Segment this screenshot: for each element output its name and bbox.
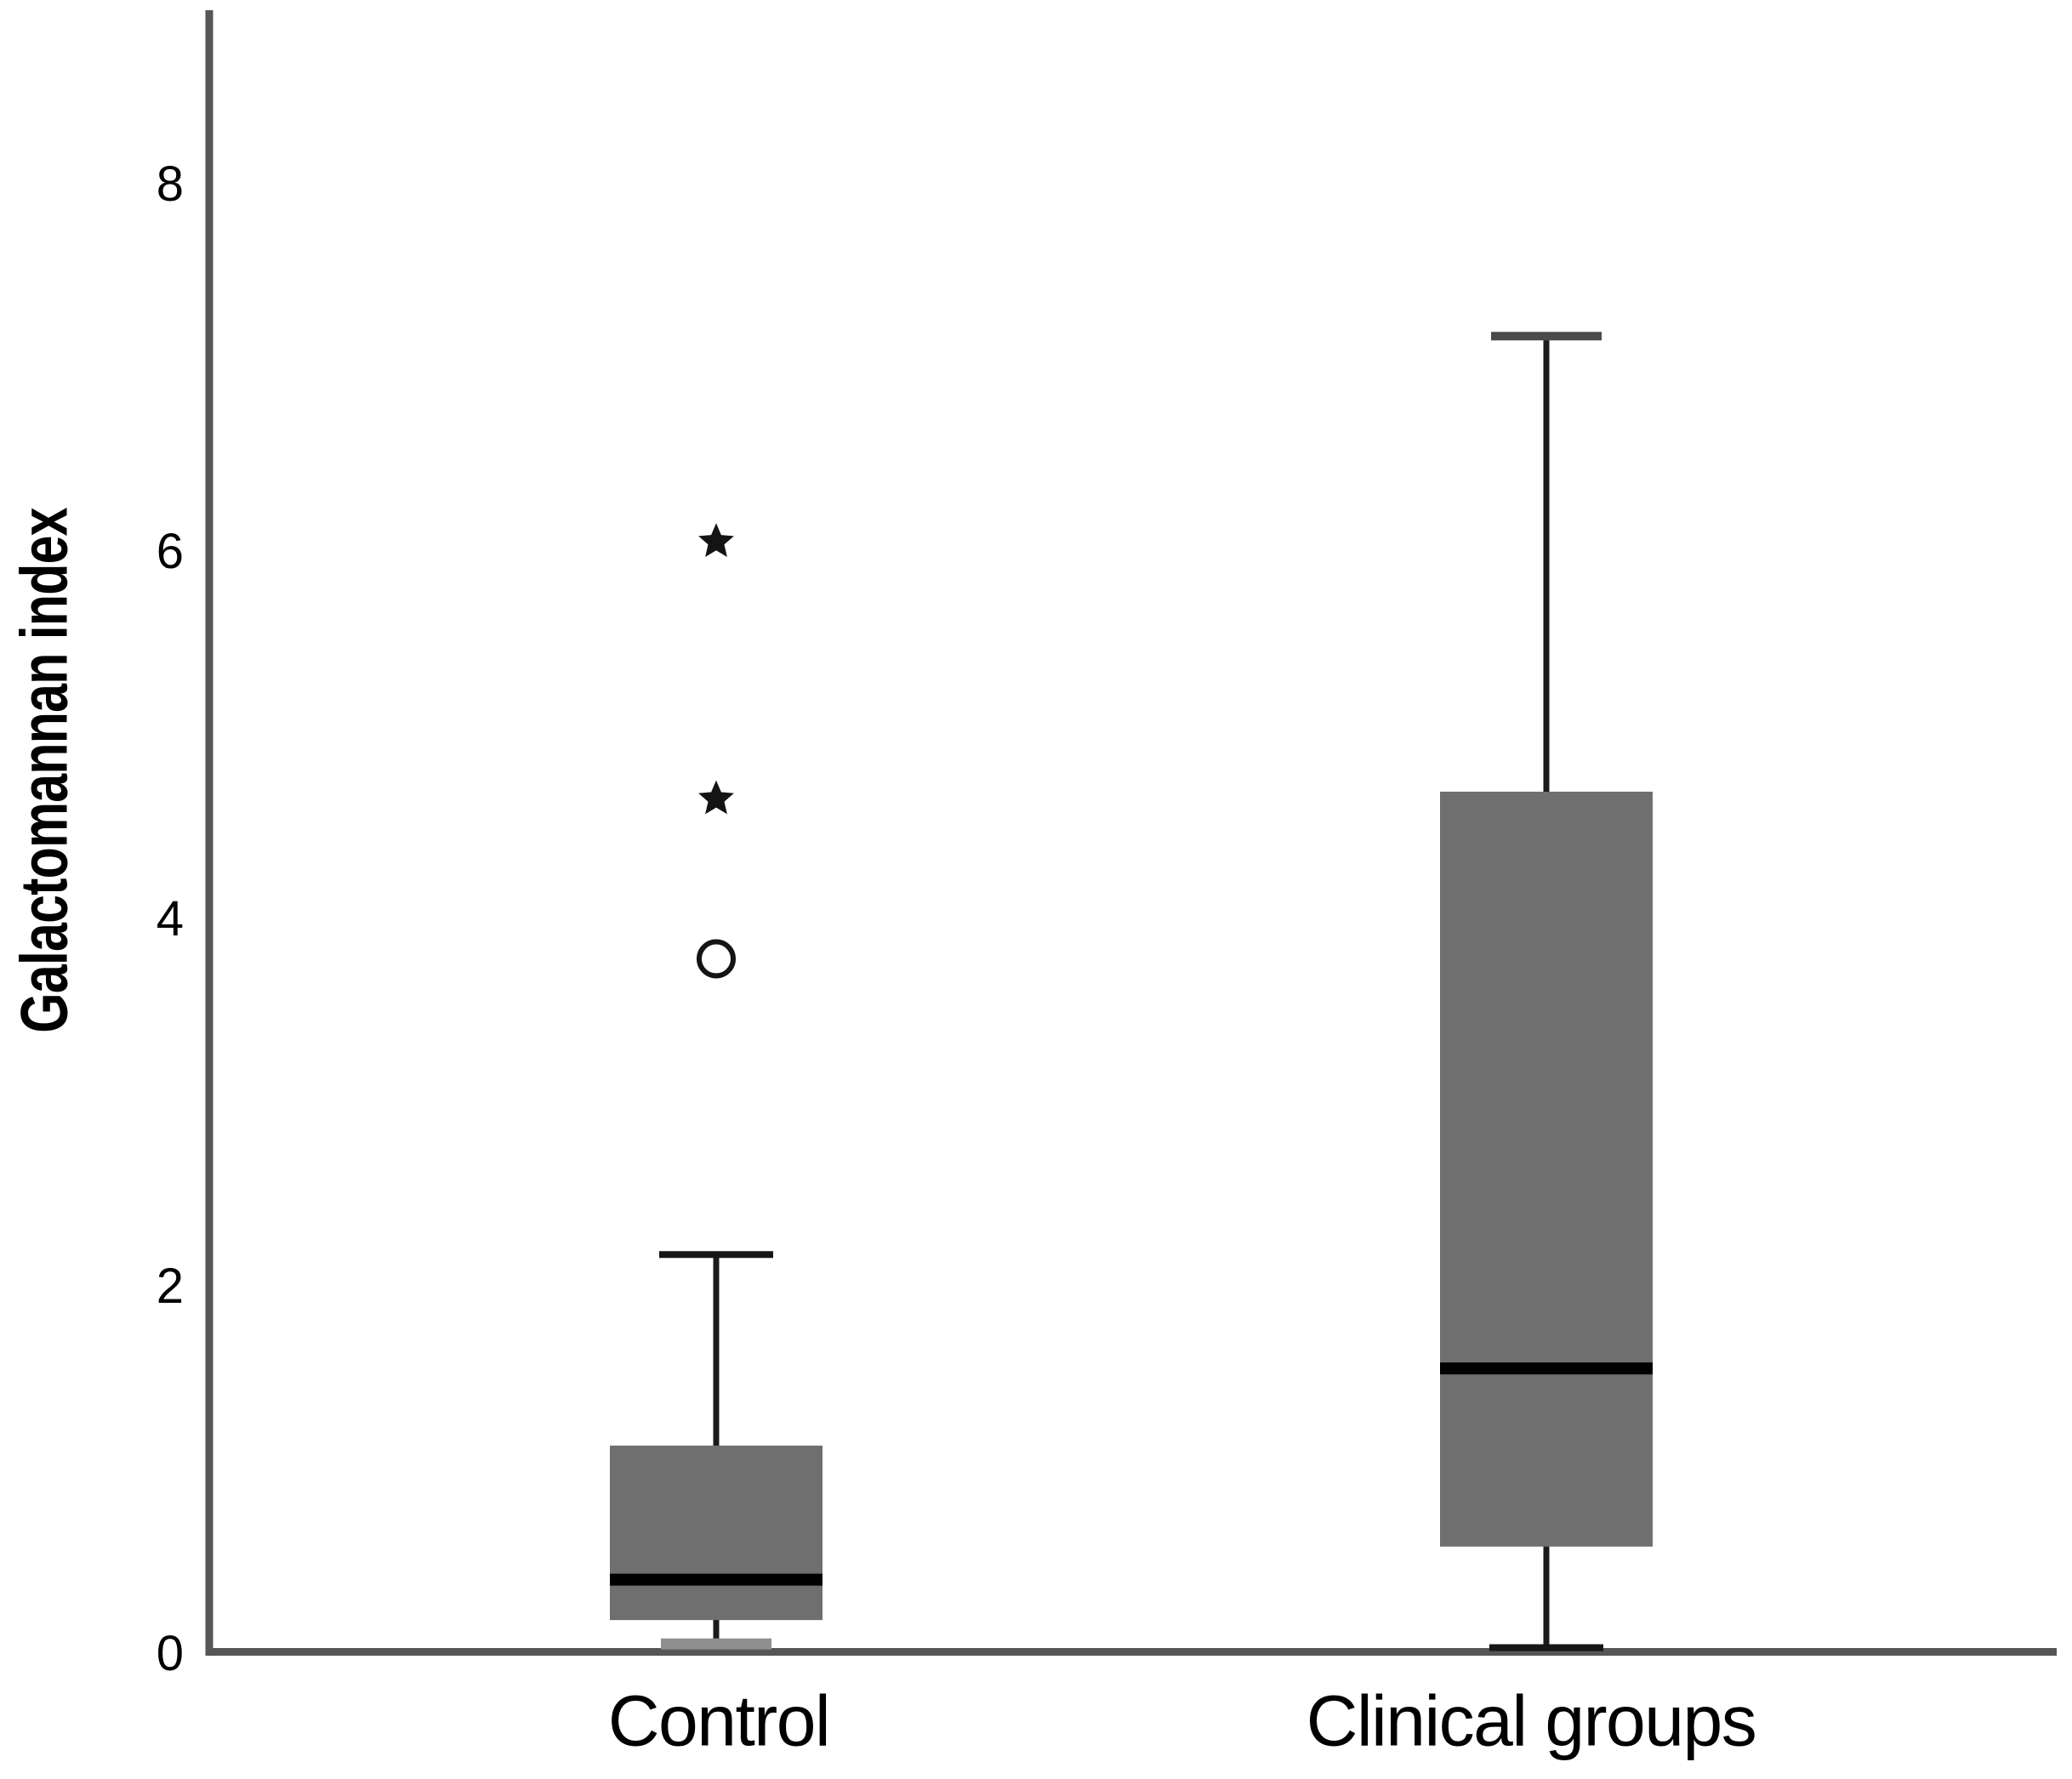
outlier-circle (697, 939, 736, 979)
lower-whisker-cap (1489, 1644, 1603, 1651)
y-tick-label: 4 (157, 891, 184, 946)
y-axis-title-text: Galactomannan index (6, 508, 82, 1033)
y-tick-label: 0 (157, 1626, 184, 1681)
x-category-label-control: Control (607, 1680, 831, 1761)
box-iqr (1440, 791, 1653, 1547)
outlier-star (698, 780, 734, 815)
y-tick-label: 6 (157, 524, 184, 579)
box-iqr (610, 1445, 823, 1621)
outlier-star (698, 523, 734, 557)
x-category-label-clinical-groups: Clinical groups (1306, 1680, 1757, 1761)
lower-whisker-cap (661, 1638, 771, 1650)
upper-whisker-cap (1491, 332, 1602, 341)
y-tick-label: 2 (157, 1259, 184, 1314)
y-axis-line (205, 10, 213, 1656)
x-axis-line (205, 1648, 2057, 1656)
y-tick-label: 8 (157, 156, 184, 212)
upper-whisker-cap (659, 1251, 773, 1259)
median-line (610, 1573, 823, 1586)
median-line (1440, 1362, 1653, 1375)
